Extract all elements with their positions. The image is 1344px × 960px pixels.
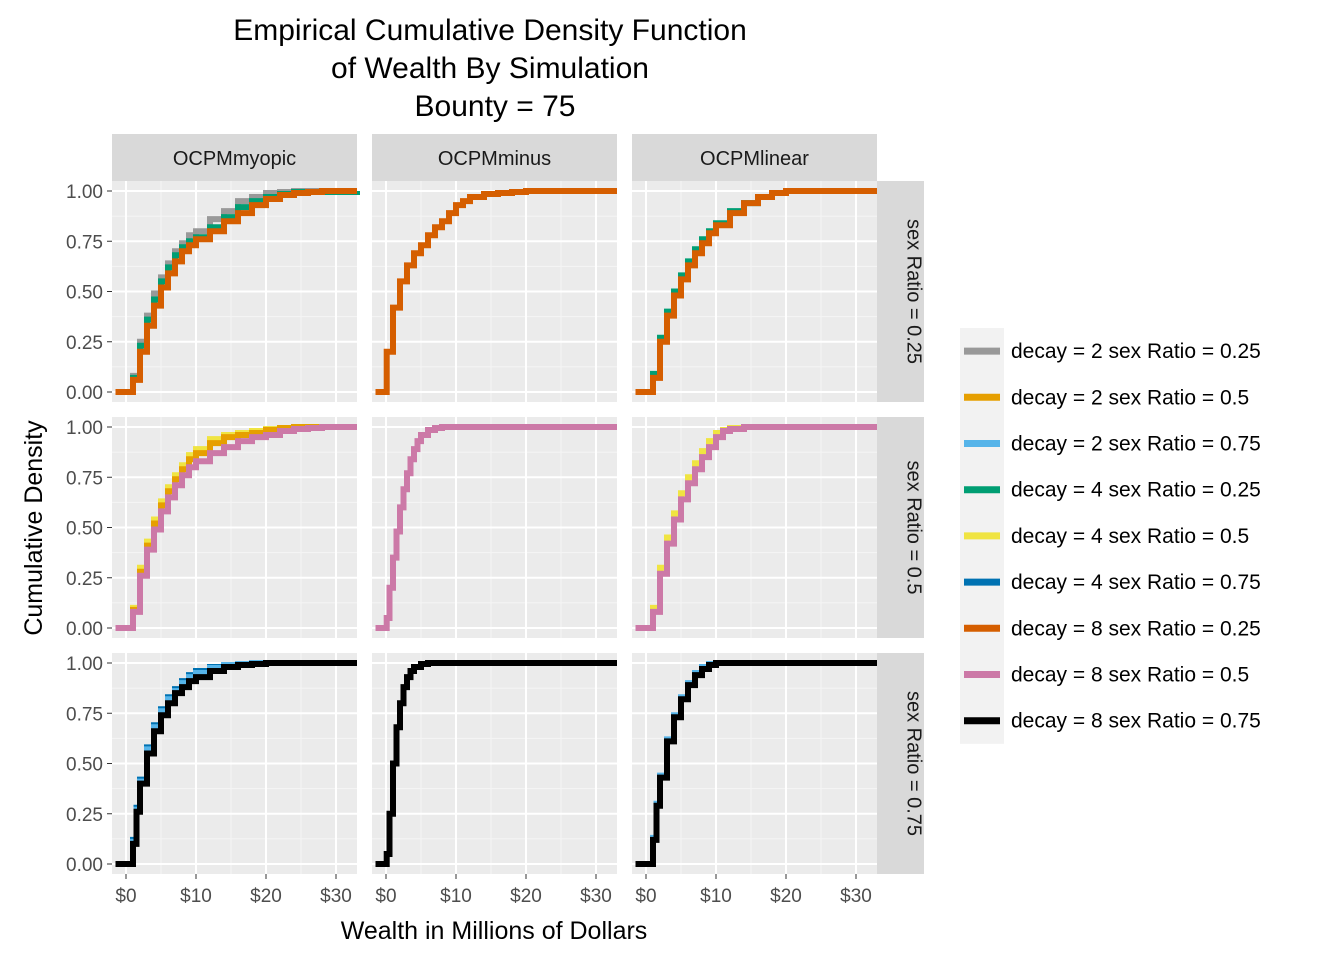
- y-tick-label: 0.00: [66, 619, 103, 640]
- ecdf-line: [375, 188, 617, 395]
- y-tick-label: 1.00: [66, 654, 103, 675]
- facet-row-label: sex Ratio = 0.75: [903, 691, 925, 836]
- ecdf-line: [115, 188, 357, 395]
- x-tick-label: $0: [635, 886, 656, 907]
- ecdf-line: [375, 424, 617, 631]
- y-tick-label: 1.00: [66, 418, 103, 439]
- facet-strip-label: OCPMminus: [438, 148, 551, 170]
- ecdf-line: [635, 424, 877, 631]
- legend-entry-label: decay = 4 sex Ratio = 0.5: [1011, 525, 1249, 548]
- x-tick-label: $10: [700, 886, 732, 907]
- ecdf-line: [635, 188, 877, 395]
- x-tick-label: $0: [115, 886, 136, 907]
- y-tick-label: 0.25: [66, 569, 103, 590]
- facet-strip-OCPMminus: [372, 134, 617, 181]
- ecdf-line: [115, 424, 357, 631]
- facet-strip-label: OCPMmyopic: [173, 148, 296, 170]
- y-tick-label: 1.00: [66, 182, 103, 203]
- y-tick-label: 0.00: [66, 855, 103, 876]
- x-tick-label: $20: [250, 886, 282, 907]
- facet-row-label: sex Ratio = 0.25: [903, 219, 925, 364]
- y-tick-label: 0.75: [66, 232, 103, 253]
- facet-strip-OCPMmyopic: [112, 134, 357, 181]
- x-tick-label: $30: [320, 886, 352, 907]
- legend-entry-label: decay = 2 sex Ratio = 0.5: [1011, 386, 1249, 409]
- legend-entry-label: decay = 2 sex Ratio = 0.75: [1011, 433, 1261, 456]
- x-tick-label: $30: [580, 886, 612, 907]
- y-tick-label: 0.50: [66, 519, 103, 540]
- facet-row-label: sex Ratio = 0.5: [903, 461, 925, 595]
- chart-title-line-2: of Wealth By Simulation: [331, 52, 649, 85]
- ecdf-line: [375, 660, 617, 867]
- legend-entry-label: decay = 4 sex Ratio = 0.75: [1011, 571, 1261, 594]
- x-tick-label: $0: [375, 886, 396, 907]
- y-axis-title: Cumulative Density: [20, 420, 48, 636]
- y-tick-label: 0.50: [66, 283, 103, 304]
- facet-row-strip: [877, 181, 924, 402]
- chart-title-line-1: Empirical Cumulative Density Function: [233, 14, 747, 47]
- legend: decay = 2 sex Ratio = 0.25 decay = 2 sex …: [960, 328, 1261, 744]
- legend-entry-label: decay = 8 sex Ratio = 0.25: [1011, 617, 1261, 640]
- facet-row-strip: [877, 417, 924, 638]
- x-tick-label: $10: [180, 886, 212, 907]
- ecdf-line: [115, 660, 357, 867]
- y-tick-label: 0.75: [66, 704, 103, 725]
- ecdf-line: [635, 660, 877, 867]
- x-tick-label: $20: [510, 886, 542, 907]
- legend-entry-label: decay = 8 sex Ratio = 0.5: [1011, 664, 1249, 687]
- x-axis-title: Wealth in Millions of Dollars: [341, 917, 648, 945]
- y-tick-label: 0.75: [66, 468, 103, 489]
- facet-strip-label: OCPMlinear: [700, 148, 809, 170]
- y-tick-label: 0.50: [66, 755, 103, 776]
- legend-entry-label: decay = 4 sex Ratio = 0.25: [1011, 479, 1261, 502]
- facet-row-strip: [877, 653, 924, 874]
- y-tick-label: 0.25: [66, 805, 103, 826]
- x-tick-label: $20: [770, 886, 802, 907]
- y-tick-label: 0.00: [66, 383, 103, 404]
- legend-entry-label: decay = 2 sex Ratio = 0.25: [1011, 340, 1261, 363]
- x-tick-label: $10: [440, 886, 472, 907]
- chart-title-line-3: Bounty = 75: [415, 90, 576, 123]
- x-tick-label: $30: [840, 886, 872, 907]
- facet-grid: OCPMmyopic OCPMminus OCPMlinear sex Ratio =…: [66, 134, 925, 907]
- legend-entry-label: decay = 8 sex Ratio = 0.75: [1011, 710, 1261, 733]
- y-tick-label: 0.25: [66, 333, 103, 354]
- facet-strip-OCPMlinear: [632, 134, 877, 181]
